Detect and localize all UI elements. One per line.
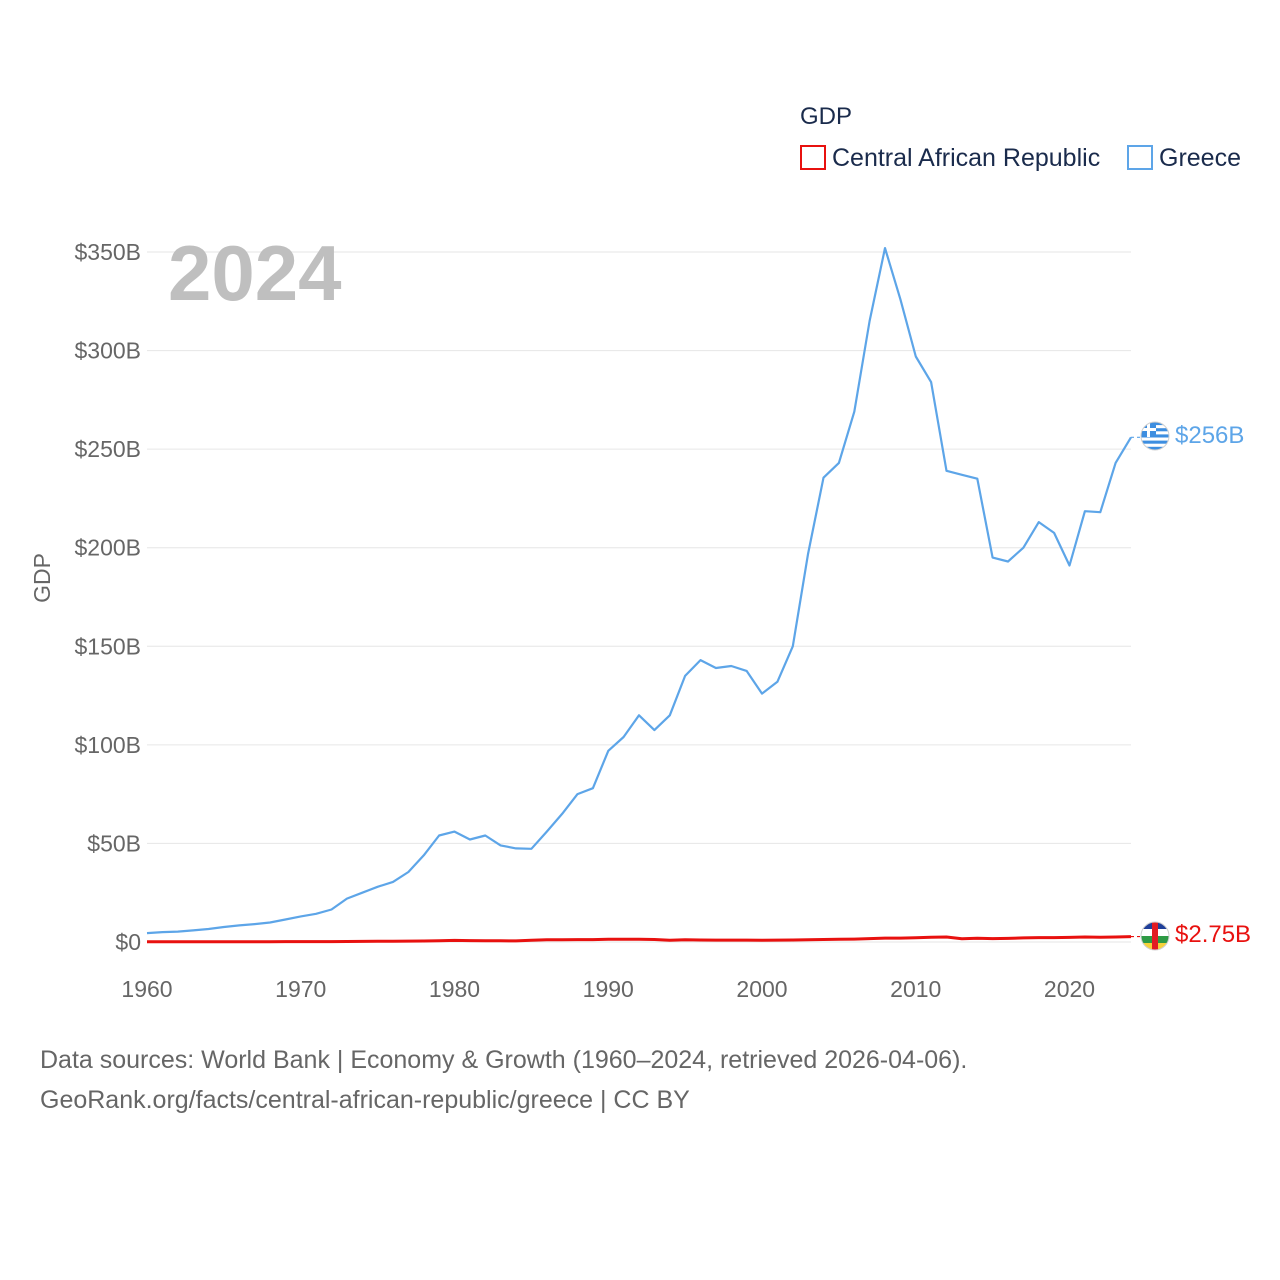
legend-label-greece[interactable]: Greece [1159,144,1241,172]
gdp-line-chart: $0 $50B $100B $150B $200B $250B $300B $350B 196… [29,103,1251,1002]
y-tick-label: $0 [115,929,141,955]
y-tick-label: $350B [74,239,141,265]
end-value-label-central-african-republic: $2.75B [1175,921,1251,948]
y-tick-label: $100B [74,732,141,758]
y-tick-label: $50B [87,830,141,856]
y-tick-label: $200B [74,535,141,561]
current-year-label: 2024 [168,229,342,317]
greece-flag-icon [1141,422,1169,450]
series-line-greece[interactable] [146,247,1132,935]
x-tick-label: 1990 [583,976,634,1002]
legend-swatch-central-african-republic[interactable] [800,145,826,170]
y-tick-label: $300B [74,338,141,364]
series-line-central-african-republic[interactable] [147,935,1132,944]
legend-label-central-african-republic[interactable]: Central African Republic [832,144,1100,172]
legend-title: GDP [800,103,852,130]
y-axis-label: GDP [29,553,55,603]
x-tick-label: 2020 [1044,976,1095,1002]
x-tick-label: 1970 [275,976,326,1002]
legend-swatch-greece[interactable] [1127,145,1153,170]
source-note: Data sources: World Bank | Economy & Gro… [40,1040,967,1120]
y-tick-label: $150B [74,633,141,659]
source-line-2: GeoRank.org/facts/central-african-republ… [40,1086,690,1114]
end-value-label-greece: $256B [1175,422,1244,449]
x-tick-label: 1960 [121,976,172,1002]
x-tick-label: 2010 [890,976,941,1002]
x-tick-label: 2000 [736,976,787,1002]
x-tick-label: 1980 [429,976,480,1002]
y-tick-label: $250B [74,436,141,462]
source-line-1: Data sources: World Bank | Economy & Gro… [40,1046,968,1074]
central-african-republic-flag-icon [1141,922,1169,950]
